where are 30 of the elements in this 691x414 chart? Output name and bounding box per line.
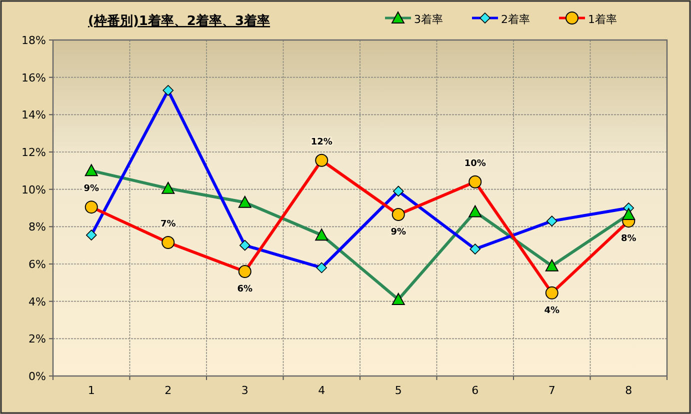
data-label: 6% — [237, 284, 253, 294]
legend-label: 1着率 — [588, 13, 617, 26]
y-tick-label: 10% — [22, 183, 46, 196]
y-tick-label: 12% — [22, 146, 46, 159]
chart-title: (枠番別)1着率、2着率、3着率 — [88, 13, 270, 29]
x-tick-label: 6 — [472, 384, 479, 397]
y-tick-label: 18% — [22, 34, 46, 47]
y-tick-label: 8% — [28, 220, 46, 234]
data-label: 7% — [160, 220, 176, 230]
y-tick-label: 6% — [28, 258, 46, 271]
x-tick-label: 2 — [164, 384, 172, 397]
y-tick-label: 2% — [28, 332, 46, 346]
y-tick-label: 14% — [22, 108, 46, 122]
legend-label: 2着率 — [501, 13, 530, 26]
data-label: 9% — [84, 184, 100, 194]
legend-label: 3着率 — [414, 13, 443, 26]
x-tick-label: 8 — [625, 384, 632, 397]
y-tick-label: 0% — [28, 370, 46, 383]
data-label: 9% — [390, 228, 406, 238]
x-tick-label: 3 — [241, 384, 248, 397]
x-tick-label: 4 — [318, 384, 326, 397]
data-label: 4% — [544, 306, 560, 316]
x-tick-label: 7 — [548, 384, 556, 397]
data-label: 12% — [310, 137, 332, 148]
data-label: 8% — [620, 234, 636, 244]
data-label: 10% — [464, 158, 486, 169]
x-tick-label: 5 — [394, 384, 402, 397]
y-tick-label: 16% — [22, 71, 46, 84]
x-tick-label: 1 — [88, 384, 95, 397]
y-tick-label: 4% — [28, 295, 46, 308]
